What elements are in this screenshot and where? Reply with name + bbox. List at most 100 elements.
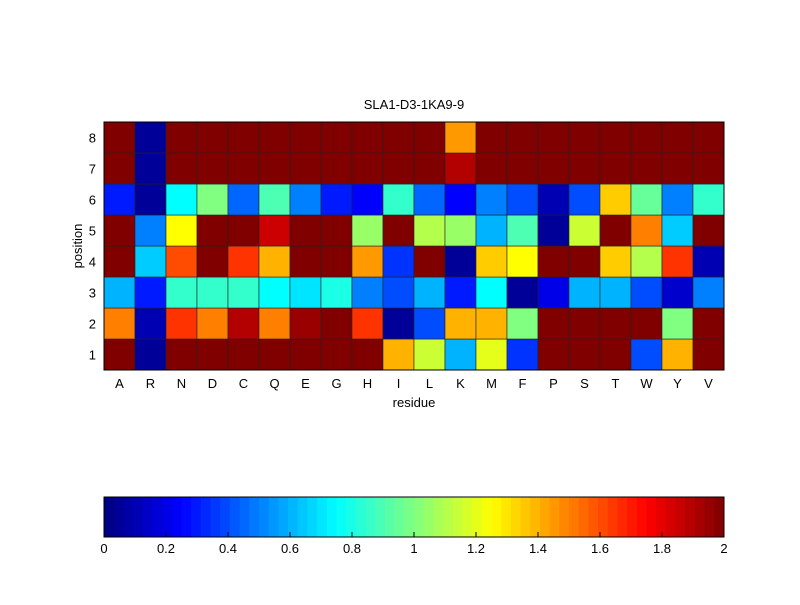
x-tick-label: Q bbox=[269, 376, 279, 391]
heatmap-cell bbox=[475, 276, 508, 309]
heatmap-cell bbox=[351, 245, 384, 278]
heatmap-cell bbox=[382, 338, 415, 371]
heatmap-cell bbox=[537, 338, 570, 371]
heatmap-cell bbox=[320, 276, 353, 309]
heatmap-cell bbox=[258, 245, 291, 278]
heatmap-cell bbox=[196, 276, 229, 309]
colorbar-segment bbox=[443, 497, 454, 537]
x-tick-label: I bbox=[397, 376, 401, 391]
y-tick-label: 4 bbox=[89, 255, 96, 270]
heatmap-cell bbox=[692, 338, 725, 371]
heatmap-cell bbox=[196, 121, 229, 154]
colorbar-segment bbox=[627, 497, 638, 537]
heatmap-cell bbox=[692, 245, 725, 278]
colorbar-segment bbox=[297, 497, 308, 537]
heatmap-cell bbox=[351, 276, 384, 309]
colorbar-segment bbox=[133, 497, 144, 537]
colorbar-segment bbox=[365, 497, 376, 537]
heatmap-cell bbox=[165, 276, 198, 309]
heatmap-cell bbox=[475, 307, 508, 340]
colorbar-segment bbox=[317, 497, 328, 537]
colorbar-tick-label: 0 bbox=[100, 541, 107, 556]
heatmap-cell bbox=[196, 152, 229, 185]
heatmap-cell bbox=[475, 152, 508, 185]
heatmap-cell bbox=[661, 183, 694, 216]
heatmap-cell bbox=[320, 307, 353, 340]
colorbar-segment bbox=[501, 497, 512, 537]
colorbar-tick-label: 2 bbox=[720, 541, 727, 556]
colorbar-segment bbox=[259, 497, 270, 537]
heatmap-cell bbox=[103, 338, 136, 371]
heatmap-cell bbox=[289, 183, 322, 216]
heatmap-cell bbox=[103, 152, 136, 185]
heatmap-cell bbox=[382, 214, 415, 247]
heatmap-cell bbox=[320, 121, 353, 154]
heatmap-cell bbox=[444, 276, 477, 309]
y-tick-label: 7 bbox=[89, 162, 96, 177]
colorbar-segment bbox=[394, 497, 405, 537]
heatmap-cell bbox=[134, 121, 167, 154]
heatmap-cell bbox=[661, 307, 694, 340]
heatmap-cell bbox=[227, 121, 260, 154]
heatmap-cell bbox=[103, 245, 136, 278]
heatmap-cell bbox=[134, 214, 167, 247]
colorbar-segment bbox=[200, 497, 212, 537]
colorbar bbox=[103, 497, 725, 537]
heatmap-cell bbox=[630, 152, 663, 185]
colorbar-segment bbox=[598, 497, 609, 537]
heatmap-cell bbox=[537, 121, 570, 154]
heatmap-cell bbox=[475, 338, 508, 371]
colorbar-segment bbox=[656, 497, 667, 537]
colorbar-segment bbox=[113, 497, 124, 537]
heatmap-cell bbox=[413, 183, 446, 216]
heatmap-cell bbox=[506, 121, 539, 154]
heatmap-cell bbox=[289, 121, 322, 154]
colorbar-segment bbox=[162, 497, 173, 537]
colorbar-segment bbox=[152, 497, 163, 537]
heatmap-cell bbox=[196, 245, 229, 278]
heatmap-cell bbox=[630, 121, 663, 154]
colorbar-segment bbox=[694, 497, 706, 537]
colorbar-segment bbox=[636, 497, 647, 537]
colorbar-segment bbox=[288, 497, 299, 537]
heatmap-cell bbox=[661, 338, 694, 371]
colorbar-segment bbox=[414, 497, 425, 537]
colorbar-segment bbox=[384, 497, 396, 537]
heatmap-cell bbox=[134, 152, 167, 185]
y-tick-label: 5 bbox=[89, 224, 96, 239]
heatmap-cell bbox=[568, 183, 601, 216]
colorbar-tick-label: 0.8 bbox=[343, 541, 361, 556]
colorbar-segment bbox=[452, 497, 463, 537]
heatmap-cell bbox=[444, 338, 477, 371]
heatmap-cell bbox=[630, 276, 663, 309]
y-axis-label: position bbox=[70, 224, 85, 269]
heatmap-cell bbox=[258, 338, 291, 371]
colorbar-tick-label: 1.6 bbox=[591, 541, 609, 556]
heatmap-cell bbox=[444, 307, 477, 340]
heatmap-cell bbox=[165, 183, 198, 216]
heatmap-cell bbox=[258, 152, 291, 185]
x-tick-label: T bbox=[612, 376, 620, 391]
heatmap-cell bbox=[661, 121, 694, 154]
colorbar-segment bbox=[123, 497, 134, 537]
x-tick-label: G bbox=[331, 376, 341, 391]
colorbar-segment bbox=[142, 497, 153, 537]
heatmap-cell bbox=[320, 214, 353, 247]
colorbar-tick-label: 1.2 bbox=[467, 541, 485, 556]
heatmap-cell bbox=[661, 245, 694, 278]
heatmap-cell bbox=[289, 152, 322, 185]
heatmap-cell bbox=[165, 307, 198, 340]
heatmap-cell bbox=[289, 307, 322, 340]
heatmap-cell bbox=[692, 152, 725, 185]
heatmap-cell bbox=[258, 121, 291, 154]
x-tick-label: A bbox=[115, 376, 124, 391]
heatmap-cell bbox=[599, 338, 632, 371]
plot-frame bbox=[103, 121, 725, 371]
x-tick-label: R bbox=[146, 376, 155, 391]
heatmap-cell bbox=[258, 307, 291, 340]
heatmap-cell bbox=[599, 183, 632, 216]
colorbar-tick-label: 1.8 bbox=[653, 541, 671, 556]
colorbar-segment bbox=[714, 497, 725, 537]
heatmap-cell bbox=[227, 276, 260, 309]
